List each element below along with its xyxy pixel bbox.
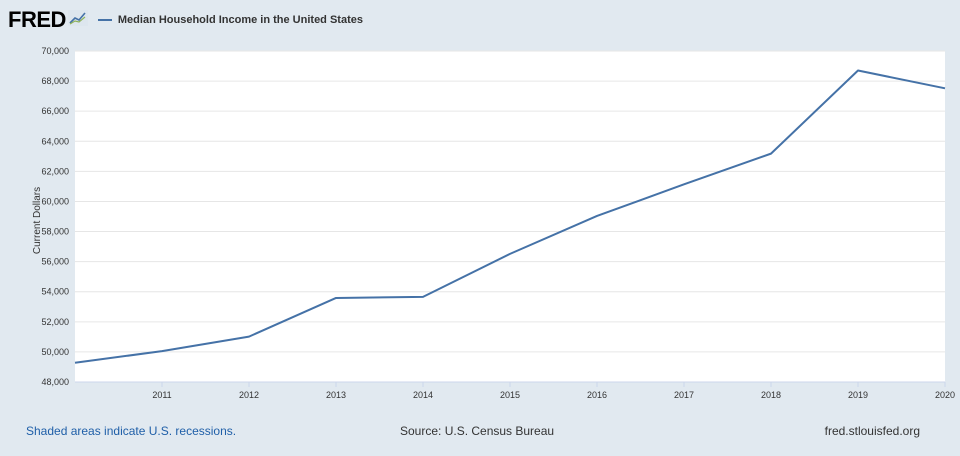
data-point[interactable]	[507, 251, 513, 257]
data-point[interactable]	[594, 213, 600, 219]
data-point[interactable]	[855, 68, 861, 74]
y-tick-label: 58,000	[41, 227, 69, 237]
x-tick-label: 2019	[848, 390, 868, 400]
y-tick-label: 56,000	[41, 257, 69, 267]
line-chart-icon	[67, 9, 88, 31]
plot-area	[75, 51, 945, 382]
y-tick-label: 64,000	[41, 136, 69, 146]
data-point[interactable]	[159, 348, 165, 354]
source-note: Source: U.S. Census Bureau	[400, 424, 555, 438]
fred-logo[interactable]: FRED	[8, 7, 88, 33]
y-tick-label: 68,000	[41, 76, 69, 86]
site-link[interactable]: fred.stlouisfed.org	[824, 424, 920, 438]
y-tick-label: 60,000	[41, 196, 69, 206]
data-point[interactable]	[768, 151, 774, 157]
legend-label: Median Household Income in the United St…	[117, 14, 363, 26]
y-tick-label: 52,000	[41, 317, 69, 327]
x-tick-label: 2017	[674, 390, 694, 400]
x-tick-label: 2013	[326, 390, 346, 400]
x-tick-label: 2011	[152, 390, 171, 400]
x-tick-label: 2020	[935, 390, 955, 400]
data-point[interactable]	[681, 181, 687, 187]
y-tick-label: 70,000	[41, 46, 69, 56]
x-tick-label: 2015	[500, 390, 520, 400]
x-tick-label: 2018	[761, 390, 781, 400]
x-tick-label: 2014	[413, 390, 433, 400]
y-tick-label: 62,000	[41, 166, 69, 176]
data-point[interactable]	[420, 294, 426, 300]
x-tick-label: 2012	[239, 390, 259, 400]
legend-swatch	[97, 19, 112, 21]
y-tick-label: 50,000	[41, 347, 69, 357]
x-tick-label: 2016	[587, 390, 607, 400]
series-line[interactable]	[74, 69, 946, 364]
data-point[interactable]	[72, 360, 78, 366]
data-point[interactable]	[246, 334, 252, 340]
fred-logo-text: FRED	[8, 7, 66, 32]
y-tick-label: 54,000	[41, 287, 69, 297]
data-point[interactable]	[333, 295, 339, 301]
chart-header: FRED Median Household Income in the Unit…	[8, 6, 363, 34]
y-tick-label: 66,000	[41, 106, 69, 116]
recessions-note: Shaded areas indicate U.S. recessions.	[26, 424, 237, 438]
y-tick-label: 48,000	[41, 377, 69, 387]
data-point[interactable]	[942, 85, 948, 91]
chart-legend: Median Household Income in the United St…	[97, 14, 363, 26]
